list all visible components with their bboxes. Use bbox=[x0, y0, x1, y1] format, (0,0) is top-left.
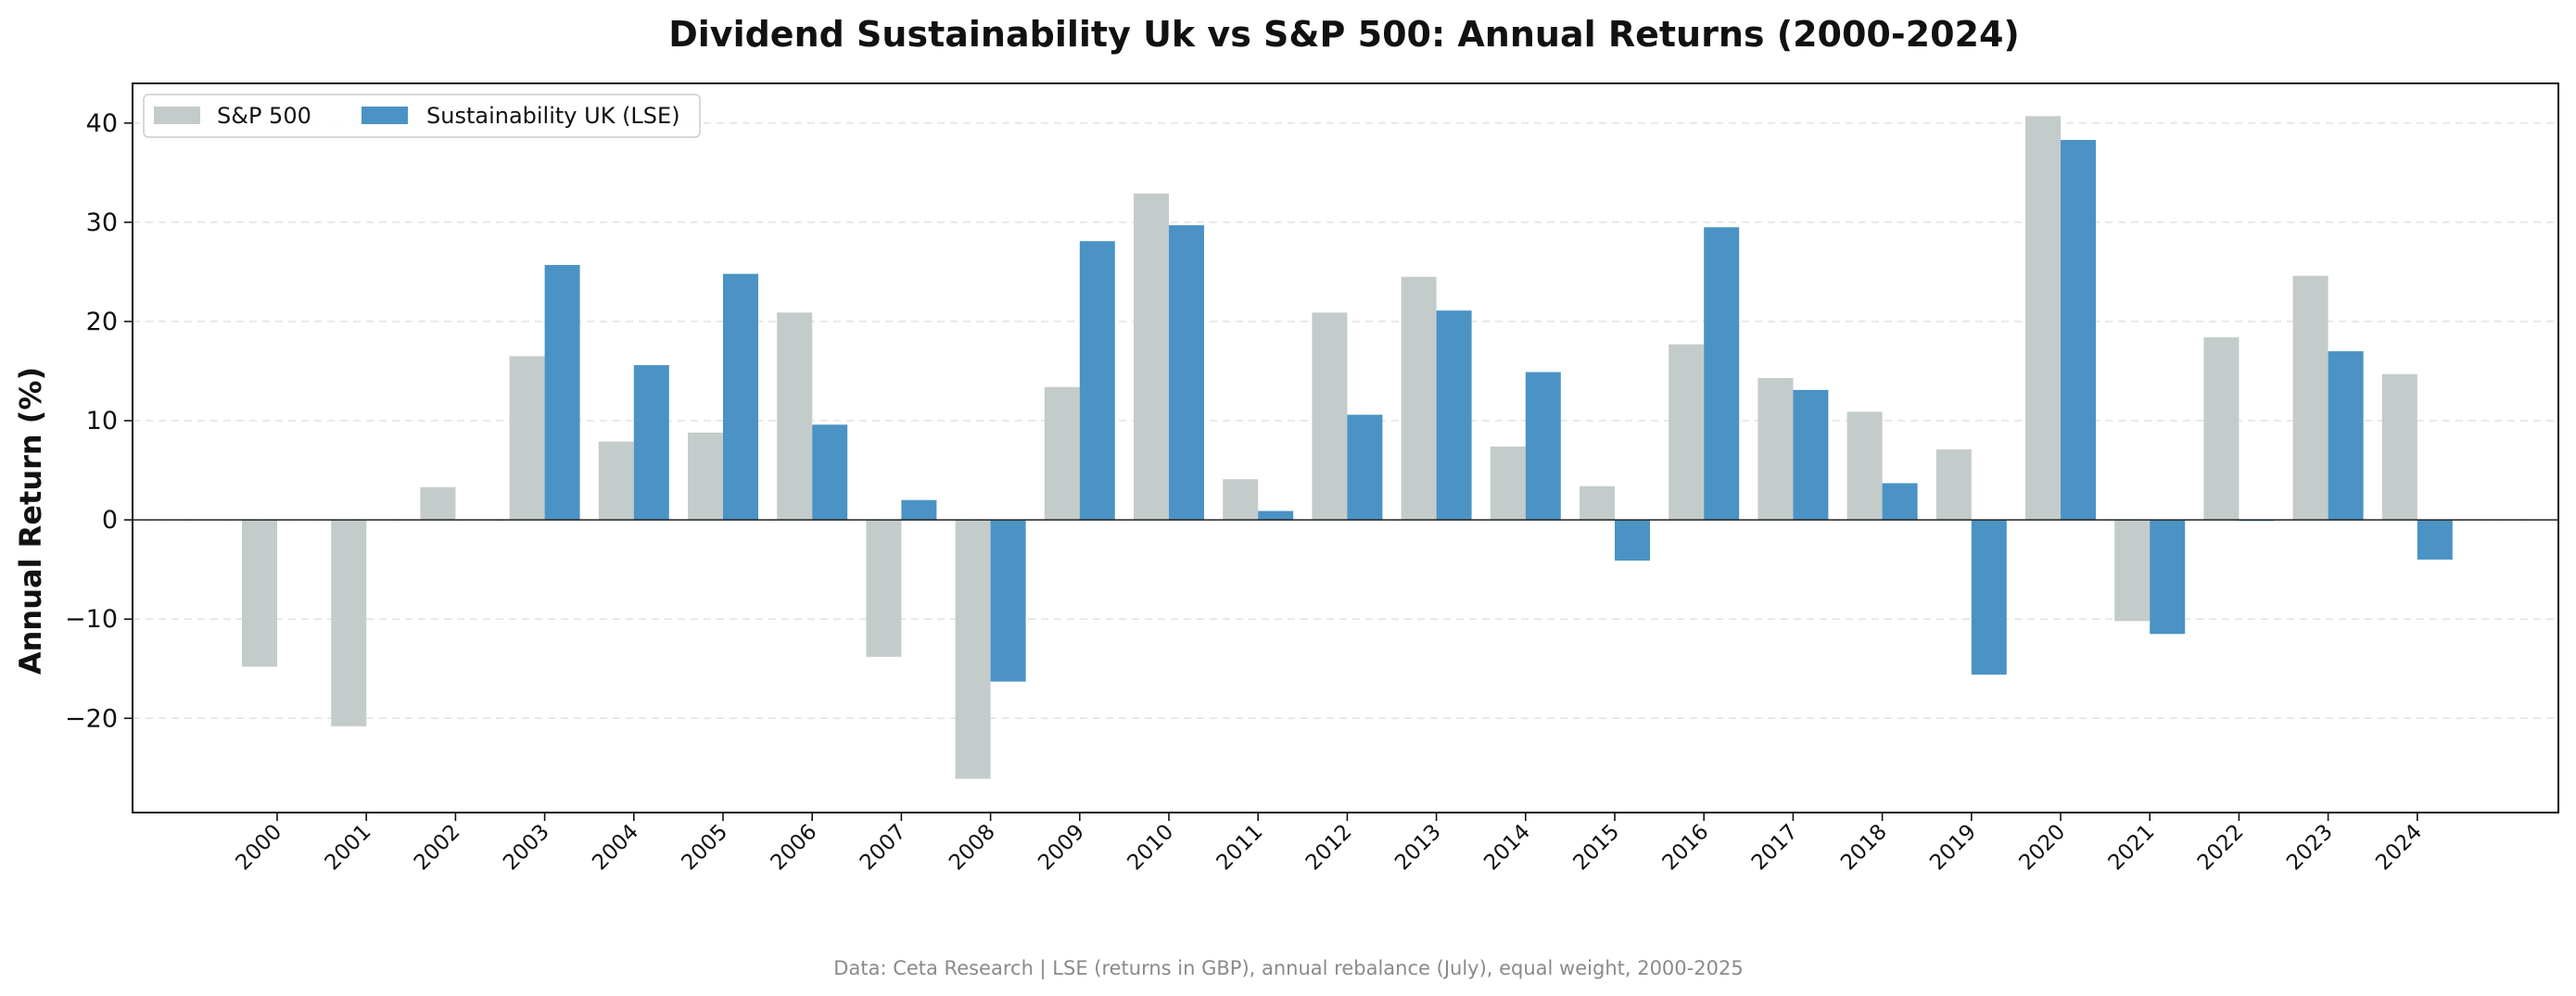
bar-sustainability-uk-2004 bbox=[633, 365, 669, 521]
bar-sp500-2009 bbox=[1044, 386, 1080, 521]
bar-sustainability-uk-2020 bbox=[2061, 140, 2096, 521]
y-tick-label: −10 bbox=[65, 605, 118, 634]
footer-note: Data: Ceta Research | LSE (returns in GB… bbox=[833, 957, 1743, 980]
bar-sustainability-uk-2015 bbox=[1615, 520, 1650, 561]
chart-title: Dividend Sustainability Uk vs S&P 500: A… bbox=[668, 14, 2020, 55]
y-tick-label: 40 bbox=[86, 109, 118, 138]
bar-sustainability-uk-2006 bbox=[812, 424, 848, 521]
bar-sp500-2019 bbox=[1935, 449, 1972, 521]
bar-sustainability-uk-2018 bbox=[1882, 483, 1918, 521]
bar-sustainability-uk-2008 bbox=[990, 520, 1026, 682]
bar-sp500-2018 bbox=[1846, 411, 1883, 521]
bar-sp500-2016 bbox=[1669, 344, 1705, 521]
bar-sustainability-uk-2024 bbox=[2417, 520, 2453, 560]
bar-sustainability-uk-2010 bbox=[1169, 225, 1204, 521]
bar-sp500-2007 bbox=[866, 520, 902, 657]
bar-sp500-2012 bbox=[1312, 312, 1348, 521]
bar-sp500-2003 bbox=[509, 356, 545, 521]
y-tick-label: 20 bbox=[86, 308, 118, 336]
bar-sustainability-uk-2011 bbox=[1258, 511, 1294, 521]
bar-sp500-2015 bbox=[1580, 485, 1615, 521]
bar-sp500-2017 bbox=[1758, 378, 1794, 521]
bar-sp500-2006 bbox=[777, 312, 813, 521]
bar-sustainability-uk-2017 bbox=[1793, 389, 1829, 521]
legend: S&P 500 Sustainability UK (LSE) bbox=[143, 94, 701, 138]
bar-sp500-2021 bbox=[2114, 520, 2151, 622]
bar-sp500-2000 bbox=[242, 520, 277, 667]
bar-sp500-2014 bbox=[1490, 446, 1526, 521]
bar-sustainability-uk-2021 bbox=[2150, 520, 2186, 635]
bar-sp500-2011 bbox=[1223, 479, 1259, 521]
bar-sp500-2013 bbox=[1401, 276, 1437, 521]
bar-sustainability-uk-2013 bbox=[1436, 310, 1472, 521]
bar-sustainability-uk-2012 bbox=[1347, 414, 1383, 521]
bar-sustainability-uk-2014 bbox=[1525, 372, 1561, 521]
legend-label: Sustainability UK (LSE) bbox=[426, 103, 680, 129]
bar-sp500-2002 bbox=[420, 486, 456, 521]
bar-sustainability-uk-2003 bbox=[544, 264, 580, 521]
bar-sustainability-uk-2016 bbox=[1704, 227, 1740, 521]
bar-sp500-2010 bbox=[1134, 193, 1169, 521]
bar-sp500-2005 bbox=[688, 432, 723, 521]
bar-sustainability-uk-2023 bbox=[2328, 351, 2364, 521]
bar-sp500-2001 bbox=[331, 520, 367, 726]
plot-frame bbox=[132, 82, 2559, 813]
bar-sp500-2023 bbox=[2292, 275, 2329, 521]
bar-sustainability-uk-2007 bbox=[901, 499, 937, 521]
bar-sp500-2004 bbox=[598, 441, 634, 521]
bar-sp500-2022 bbox=[2203, 337, 2240, 521]
y-tick-label: 10 bbox=[86, 407, 118, 435]
bar-sp500-2020 bbox=[2025, 116, 2061, 521]
y-axis: −20 −10 0 10 20 30 40 bbox=[65, 109, 133, 733]
bar-sustainability-uk-2005 bbox=[723, 273, 758, 521]
legend-label: S&P 500 bbox=[217, 103, 311, 129]
bar-sustainability-uk-2009 bbox=[1079, 241, 1115, 521]
bars bbox=[242, 116, 2453, 779]
legend-swatch bbox=[362, 107, 408, 124]
bar-sp500-2008 bbox=[955, 520, 991, 779]
bar-sustainability-uk-2019 bbox=[1971, 520, 2007, 675]
y-tick-label: 0 bbox=[102, 506, 118, 535]
legend-swatch bbox=[154, 107, 200, 124]
y-axis-label: Annual Return (%) bbox=[13, 367, 48, 675]
bar-sp500-2024 bbox=[2381, 373, 2417, 521]
y-tick-label: −20 bbox=[65, 704, 118, 733]
y-tick-label: 30 bbox=[86, 208, 118, 237]
legend-box bbox=[143, 94, 701, 138]
